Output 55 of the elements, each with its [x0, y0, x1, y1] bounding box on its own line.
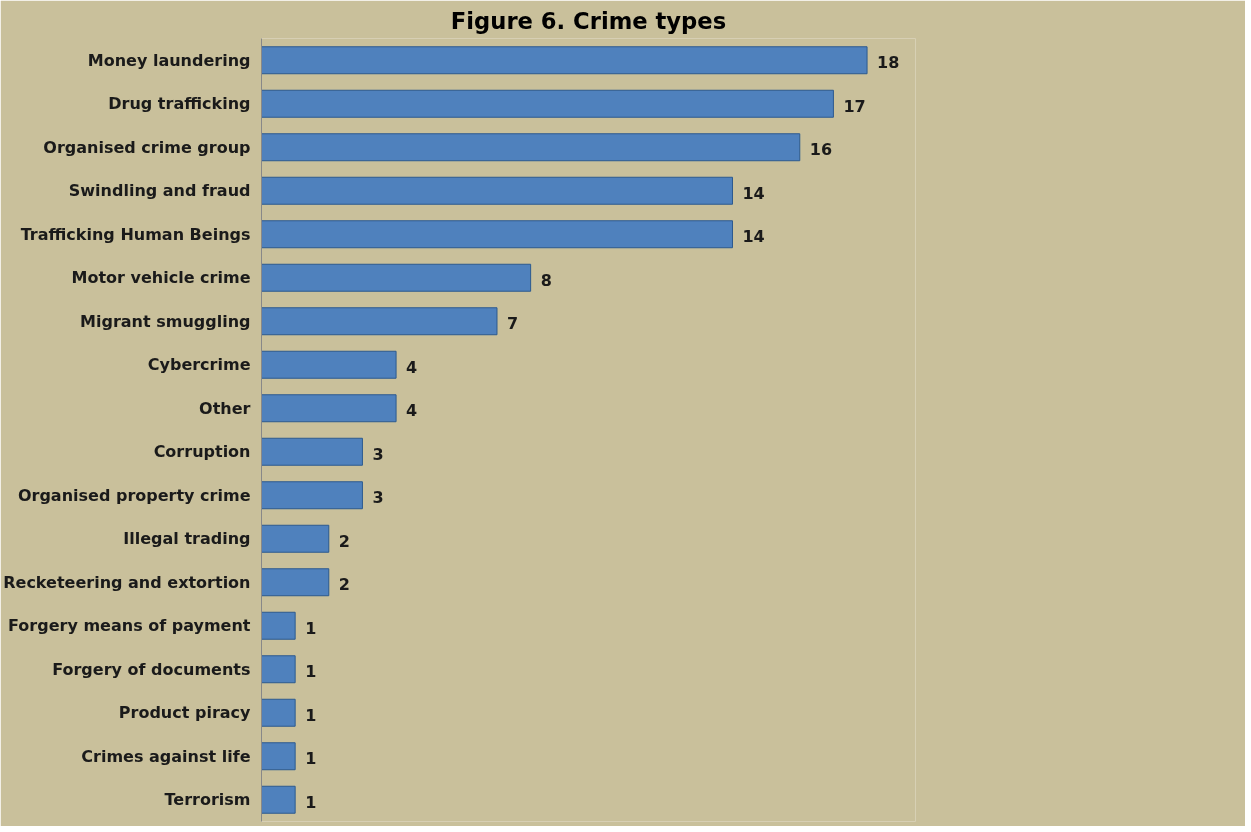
- y-tick-label: Forgery means of payment: [8, 616, 251, 636]
- bar: [261, 133, 801, 162]
- bar: [261, 89, 834, 118]
- bar: [261, 350, 397, 379]
- bar: [261, 437, 363, 466]
- bar: [261, 220, 733, 249]
- chart-title: Figure 6. Crime types: [450, 7, 727, 34]
- y-tick-label: Organised property crime: [17, 485, 251, 505]
- data-label: 3: [372, 488, 384, 508]
- data-label: 2: [338, 575, 350, 595]
- data-label: 8: [540, 270, 552, 290]
- data-label: 7: [506, 314, 519, 334]
- bar: [261, 698, 296, 727]
- data-label: 4: [406, 357, 418, 377]
- bar: [261, 742, 296, 771]
- y-tick-label: Illegal trading: [123, 529, 251, 549]
- y-tick-label: Migrant smuggling: [80, 311, 251, 331]
- data-label: 1: [305, 618, 317, 638]
- data-label: 14: [742, 183, 765, 203]
- data-label: 1: [305, 749, 317, 769]
- data-label: 1: [305, 792, 317, 812]
- y-tick-label: Other: [199, 398, 251, 418]
- bar: [261, 481, 363, 510]
- data-label: 3: [372, 444, 384, 464]
- data-label: 17: [843, 96, 866, 116]
- y-tick-label: Forgery of documents: [52, 659, 251, 679]
- bar: [261, 394, 397, 423]
- y-tick-label: Motor vehicle crime: [71, 268, 251, 288]
- y-tick-label: Swindling and fraud: [68, 181, 251, 201]
- bar: [261, 655, 296, 684]
- y-tick-label: Cybercrime: [147, 355, 251, 375]
- bar: [261, 785, 296, 814]
- y-tick-label: Trafficking Human Beings: [20, 224, 251, 244]
- bar: [261, 263, 532, 292]
- data-label: 14: [742, 227, 765, 247]
- y-tick-label: Terrorism: [164, 790, 251, 810]
- y-tick-label: Crimes against life: [81, 746, 251, 766]
- y-tick-label: Organised crime group: [43, 137, 251, 157]
- bar: [261, 524, 330, 553]
- y-tick-label: Drug trafficking: [108, 94, 251, 114]
- data-label: 1: [305, 662, 317, 682]
- bar: [261, 568, 330, 597]
- bar: [261, 176, 733, 205]
- data-label: 18: [877, 53, 900, 73]
- y-tick-label: Recketeering and extortion: [3, 572, 251, 592]
- bar: [261, 307, 498, 336]
- bar: [261, 46, 868, 75]
- data-label: 4: [406, 401, 418, 421]
- y-tick-label: Product piracy: [118, 703, 252, 723]
- data-label: 1: [305, 705, 317, 725]
- y-tick-label: Money laundering: [87, 50, 251, 70]
- y-tick-label: Corruption: [153, 442, 251, 462]
- data-label: 16: [809, 140, 833, 160]
- data-label: 2: [338, 531, 350, 551]
- bar: [261, 611, 296, 640]
